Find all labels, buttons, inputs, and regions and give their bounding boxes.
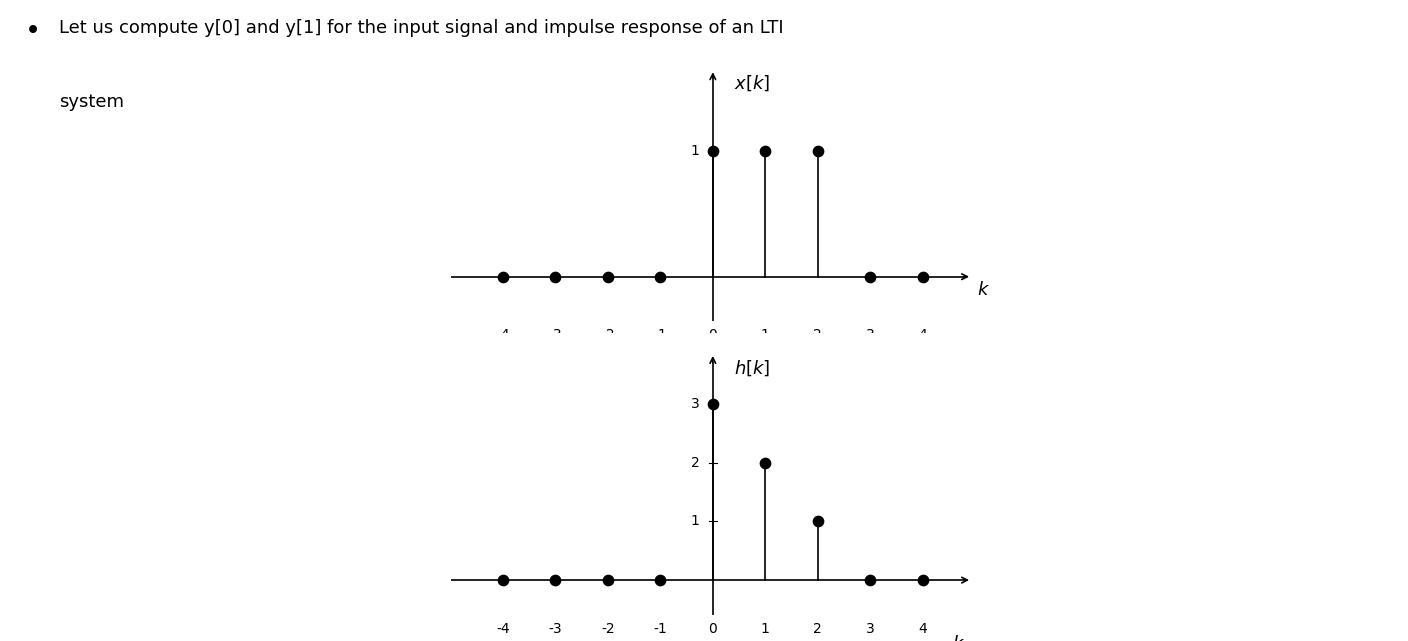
Text: 4: 4 <box>918 328 926 342</box>
Text: 4: 4 <box>918 622 926 636</box>
Point <box>701 399 724 409</box>
Text: -2: -2 <box>601 328 615 342</box>
Text: 2: 2 <box>691 456 700 470</box>
Text: 1: 1 <box>760 622 770 636</box>
Text: -3: -3 <box>549 622 562 636</box>
Text: 3: 3 <box>691 397 700 411</box>
Text: -4: -4 <box>496 622 510 636</box>
Point <box>597 575 620 585</box>
Point <box>545 272 567 282</box>
Text: $k$: $k$ <box>977 281 990 299</box>
Text: 2: 2 <box>814 622 822 636</box>
Point <box>859 575 881 585</box>
Point <box>491 575 514 585</box>
Point <box>755 458 777 468</box>
Text: 0: 0 <box>708 622 717 636</box>
Point <box>859 272 881 282</box>
Point <box>491 272 514 282</box>
Point <box>911 272 934 282</box>
Text: 3: 3 <box>866 622 874 636</box>
Text: $h[k]$: $h[k]$ <box>734 358 770 378</box>
Text: $k$: $k$ <box>952 635 964 641</box>
Text: -1: -1 <box>653 622 667 636</box>
Text: Let us compute y[0] and y[1] for the input signal and impulse response of an LTI: Let us compute y[0] and y[1] for the inp… <box>59 19 784 37</box>
Point <box>545 575 567 585</box>
Text: -2: -2 <box>601 622 615 636</box>
Text: 1: 1 <box>691 514 700 528</box>
Text: system: system <box>59 93 124 111</box>
Text: •: • <box>25 19 41 46</box>
Text: -3: -3 <box>549 328 562 342</box>
Point <box>807 516 829 526</box>
Point <box>649 272 672 282</box>
Text: 0: 0 <box>708 328 717 342</box>
Text: $x[k]$: $x[k]$ <box>734 74 770 94</box>
Point <box>807 146 829 156</box>
Point <box>911 575 934 585</box>
Text: 3: 3 <box>866 328 874 342</box>
Point <box>701 146 724 156</box>
Text: 2: 2 <box>814 328 822 342</box>
Text: 1: 1 <box>691 144 700 158</box>
Text: -1: -1 <box>653 328 667 342</box>
Point <box>597 272 620 282</box>
Point <box>649 575 672 585</box>
Point <box>755 146 777 156</box>
Text: -4: -4 <box>496 328 510 342</box>
Text: 1: 1 <box>760 328 770 342</box>
